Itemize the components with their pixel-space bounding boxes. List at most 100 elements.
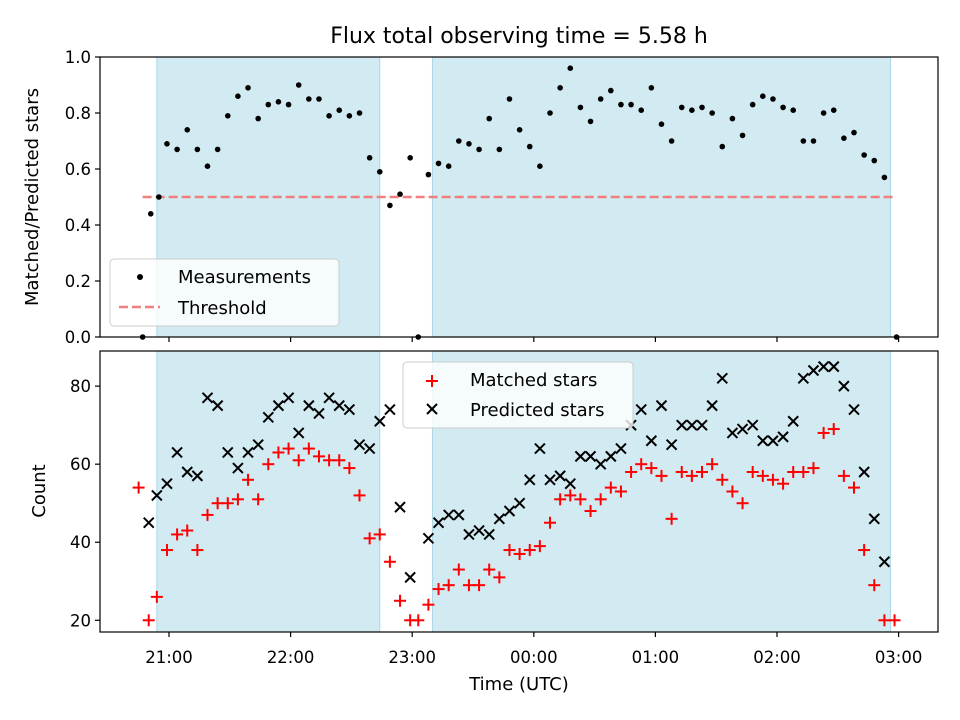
- matched-star-point: [837, 469, 850, 482]
- matched-star-point: [272, 446, 285, 459]
- measurement-point: [255, 115, 261, 122]
- legend-label-measurements: Measurements: [178, 267, 311, 288]
- measurement-point: [204, 163, 211, 169]
- y-tick-label: 40: [70, 533, 91, 552]
- matched-star-point: [726, 485, 739, 498]
- measurement-point: [425, 171, 432, 178]
- measurement-point: [295, 82, 302, 88]
- predicted-star-point: [292, 427, 305, 439]
- legend-marker-predicted: [426, 403, 438, 415]
- predicted-star-point: [282, 392, 295, 404]
- predicted-star-point: [787, 415, 799, 427]
- predicted-star-point: [442, 509, 455, 521]
- matched-star-point: [665, 512, 678, 525]
- predicted-star-point: [374, 415, 386, 427]
- predicted-star-point: [181, 466, 193, 478]
- matched-star-point: [171, 528, 184, 541]
- matched-star-point: [262, 458, 275, 471]
- predicted-star-point: [353, 438, 366, 451]
- predicted-star-point: [777, 431, 789, 443]
- matched-star-point: [777, 477, 790, 490]
- predicted-star-point: [201, 392, 214, 404]
- measurement-point: [800, 138, 807, 144]
- count-panel: 21:00 22:00 23:00 00:00 01:00 02:00 03:00 20 40…: [29, 350, 939, 695]
- measurement-point: [608, 87, 614, 94]
- x-tick-label: 00:00: [510, 648, 558, 667]
- predicted-star-point: [171, 446, 183, 459]
- matched-star-point: [746, 465, 759, 478]
- y-ticks: 20 40 60 80: [70, 377, 100, 630]
- measurement-point: [407, 155, 413, 161]
- matched-star-point: [442, 579, 455, 592]
- measurement-point: [184, 127, 191, 133]
- ratio-panel: 0.0 0.2 0.4 0.6 0.8 1.0 Matched/Predicted sta…: [22, 48, 939, 347]
- predicted-star-point: [422, 532, 435, 545]
- predicted-star-point: [706, 399, 718, 412]
- predicted-star-point: [222, 446, 234, 459]
- matched-star-point: [858, 544, 871, 557]
- matched-star-point: [817, 426, 830, 439]
- measurement-points: [139, 65, 900, 340]
- figure-title: Flux total observing time = 5.58 h: [330, 24, 708, 49]
- predicted-star-point: [384, 403, 396, 416]
- y-tick-label: 20: [70, 611, 91, 630]
- x-tick-label: 22:00: [267, 648, 315, 667]
- matched-star-point: [432, 583, 445, 596]
- predicted-star-point: [333, 399, 345, 412]
- matched-star-point: [807, 462, 820, 475]
- x-tick-label: 23:00: [388, 648, 436, 667]
- matched-star-point: [716, 473, 729, 486]
- measurement-point: [820, 110, 827, 116]
- matched-star-point: [584, 505, 597, 518]
- matched-star-point: [675, 465, 688, 478]
- predicted-star-point: [736, 423, 749, 435]
- x-axis-label: Time (UTC): [468, 674, 569, 695]
- matched-star-point: [574, 493, 587, 506]
- matched-star-point: [625, 465, 638, 478]
- matched-star-point: [333, 454, 346, 467]
- matched-star-point: [544, 516, 557, 529]
- y-tick-label: 0.4: [65, 216, 91, 235]
- measurement-point: [810, 138, 817, 144]
- predicted-star-point: [584, 450, 597, 463]
- matched-star-point: [766, 473, 779, 486]
- predicted-star-point: [394, 501, 406, 513]
- measurement-point: [587, 118, 594, 125]
- matched-star-point: [373, 528, 386, 541]
- y-axis-label: Matched/Predicted stars: [22, 88, 43, 306]
- predicted-star-point: [848, 403, 860, 416]
- y-tick-label: 0.6: [65, 160, 91, 179]
- predicted-star-point: [676, 419, 688, 431]
- x-tick-label: 03:00: [875, 648, 923, 667]
- matched-star-point: [564, 489, 577, 502]
- matched-star-point: [343, 462, 356, 475]
- measurement-point: [618, 101, 624, 108]
- predicted-star-point: [696, 419, 708, 431]
- predicted-star-point: [828, 360, 840, 373]
- legend: Matched stars Predicted stars: [402, 361, 634, 429]
- predicted-star-point: [513, 497, 526, 509]
- predicted-star-point: [655, 399, 668, 412]
- matched-star-point: [353, 489, 366, 502]
- matched-star-point: [201, 508, 214, 521]
- y-tick-label: 0.2: [65, 272, 91, 291]
- matched-star-point: [160, 544, 173, 557]
- matched-star-point: [787, 465, 800, 478]
- y-tick-label: 0.8: [65, 104, 91, 123]
- predicted-star-point: [432, 517, 445, 529]
- predicted-star-point: [262, 411, 275, 424]
- measurement-point: [397, 191, 403, 197]
- measurement-point: [648, 85, 655, 91]
- matched-star-point: [878, 614, 891, 627]
- predicted-star-point: [272, 399, 285, 412]
- predicted-star-point: [858, 466, 870, 478]
- measurement-point: [387, 202, 393, 209]
- predicted-star-point: [564, 477, 576, 490]
- x-tick-label: 01:00: [632, 648, 680, 667]
- predicted-star-point: [252, 438, 264, 451]
- predicted-star-point: [363, 442, 376, 455]
- predicted-star-point: [544, 474, 556, 486]
- y-tick-label: 60: [70, 455, 91, 474]
- measurement-point: [164, 141, 170, 147]
- predicted-star-point: [463, 528, 475, 541]
